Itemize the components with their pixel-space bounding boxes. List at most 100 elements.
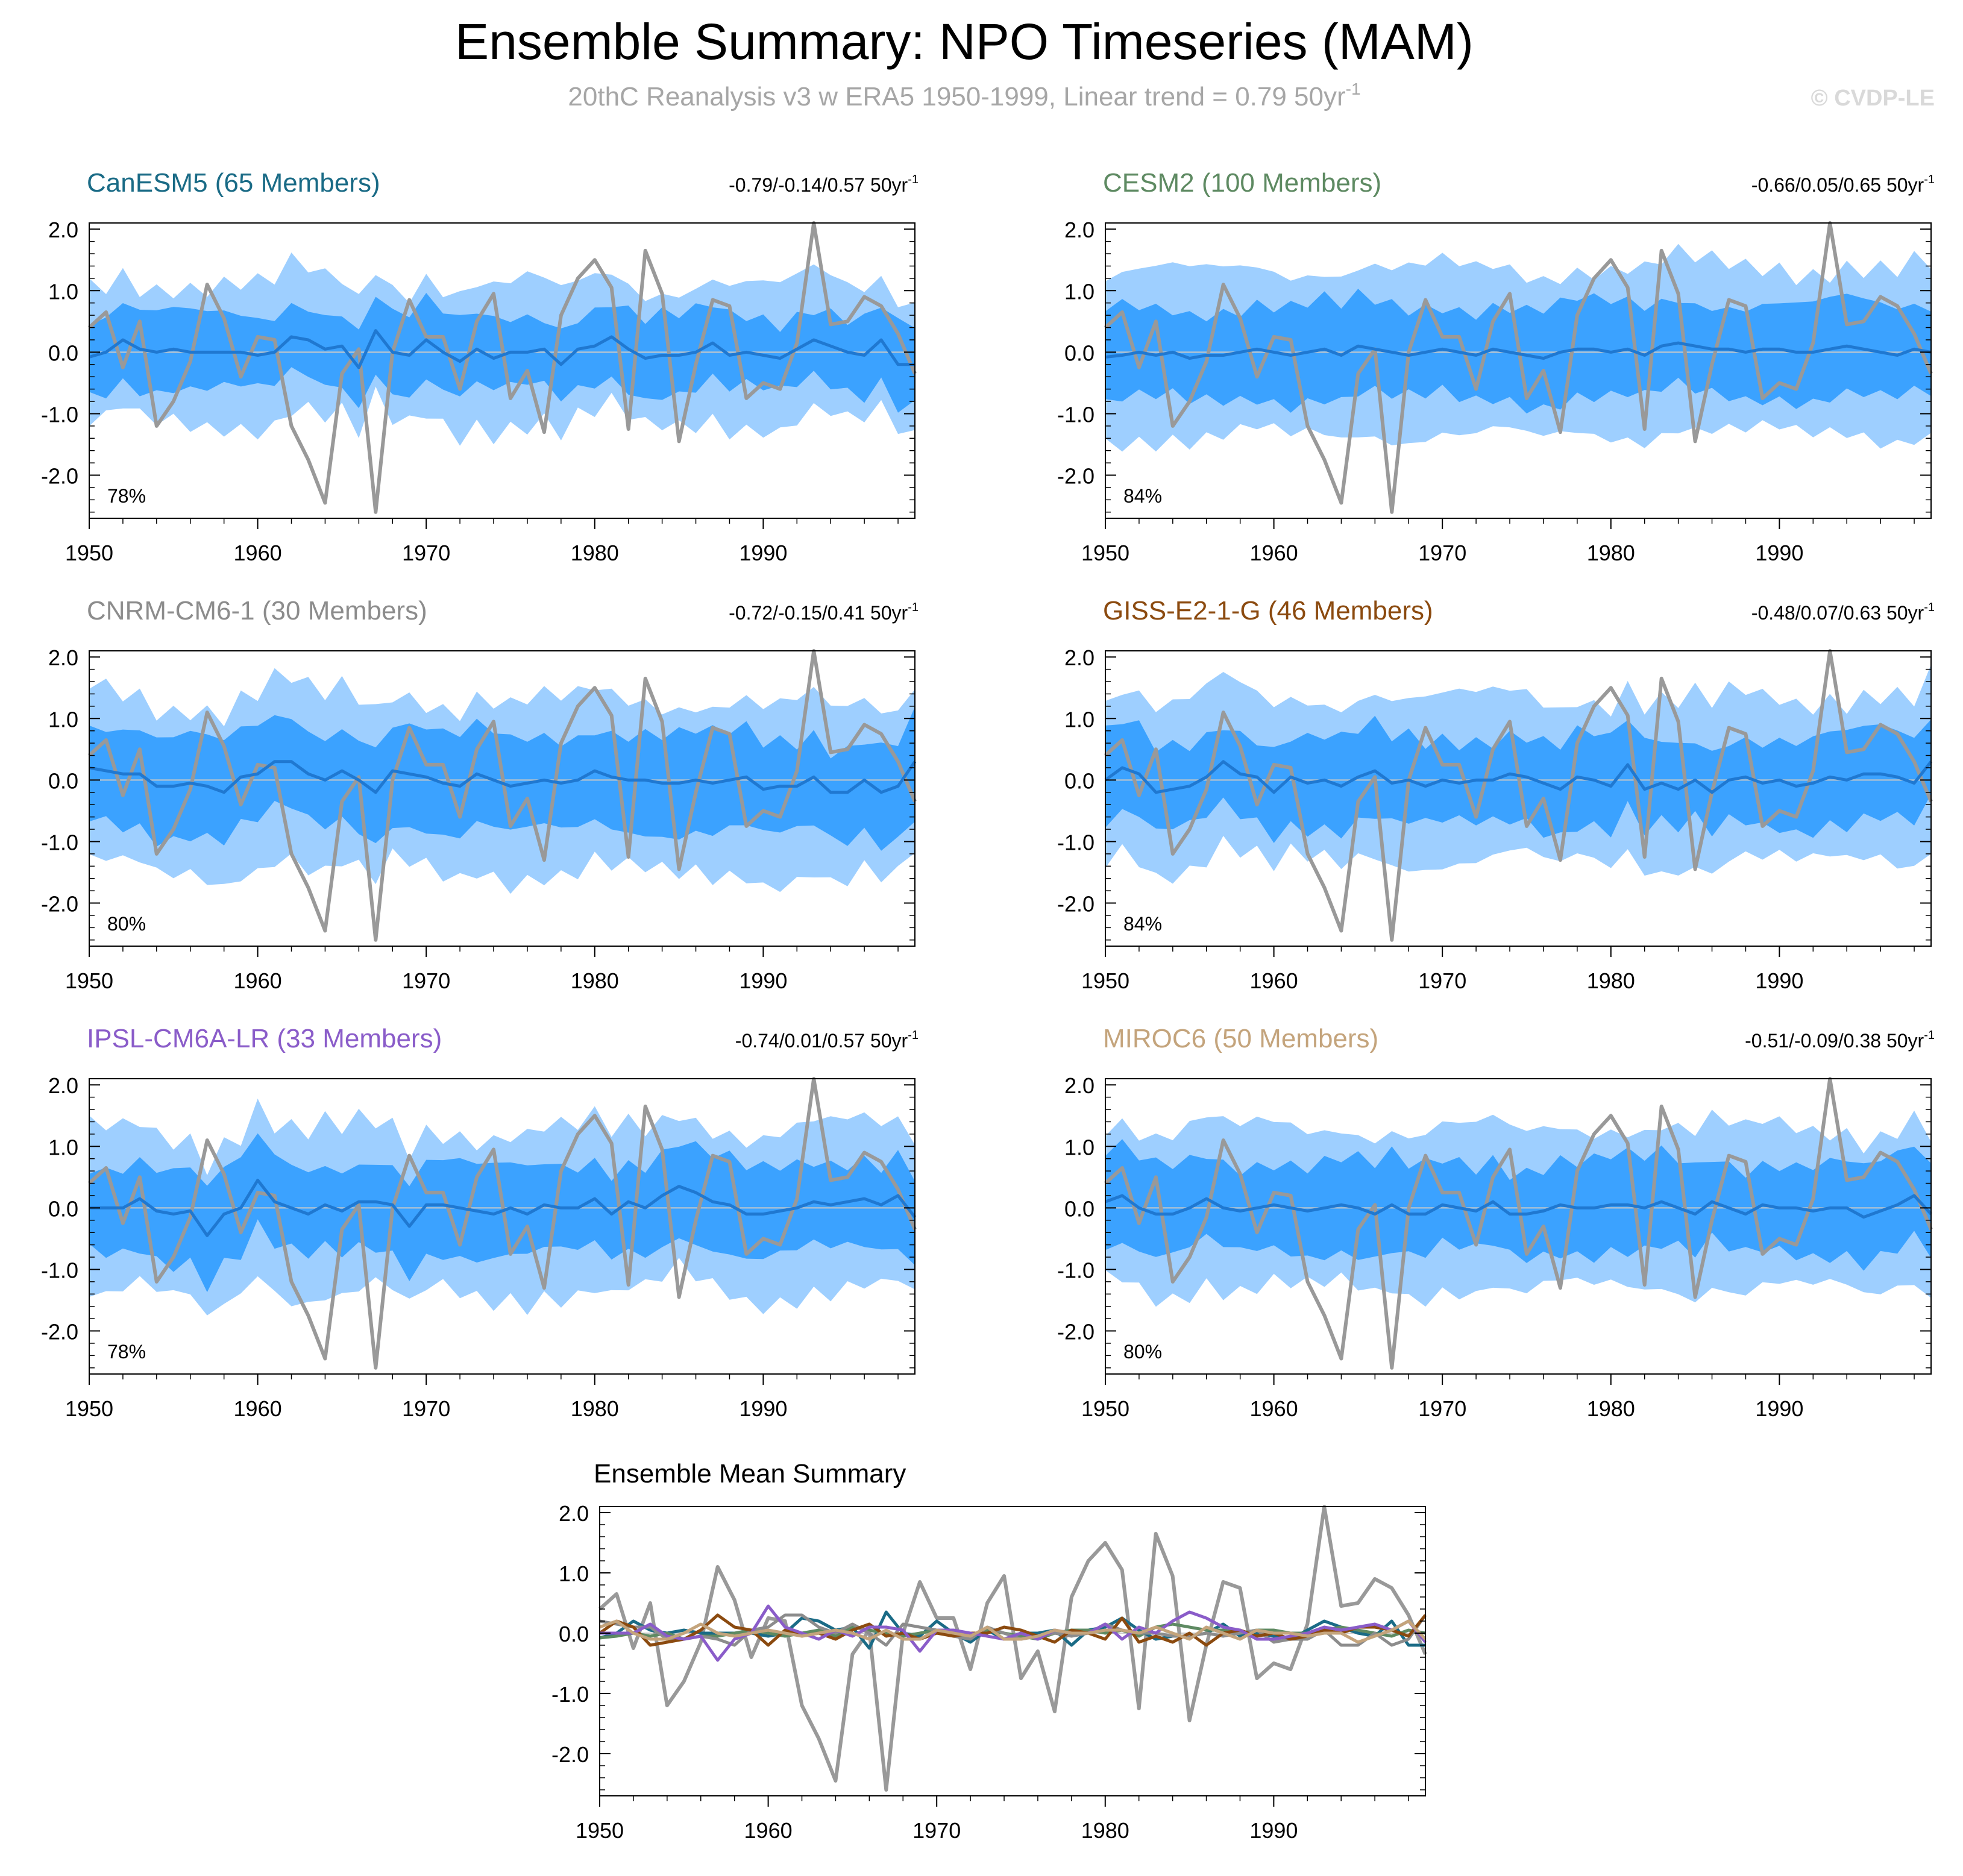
y-tick-label: 0.0 xyxy=(1064,768,1095,793)
trend-value: -0.79/-0.14/0.57 50yr xyxy=(729,174,908,196)
summary-title: Ensemble Mean Summary xyxy=(594,1459,906,1489)
x-tick-label: 1980 xyxy=(1587,968,1635,993)
observed-series-line xyxy=(87,649,917,942)
observed-series-line xyxy=(1104,1077,1933,1370)
observed-series-line xyxy=(87,1077,917,1370)
x-tick-label: 1950 xyxy=(65,968,113,993)
figure-subtitle-text: 20thC Reanalysis v3 w ERA5 1950-1999, Li… xyxy=(568,82,1345,111)
trend-value: -0.72/-0.15/0.41 50yr xyxy=(729,602,908,624)
ensemble-mean-line xyxy=(1104,760,1932,794)
y-tick-label: -2.0 xyxy=(41,892,78,917)
x-tick-label: 1990 xyxy=(1755,968,1803,993)
plot-frame xyxy=(599,1506,1426,1796)
x-tick-label: 1950 xyxy=(1081,968,1129,993)
y-tick-label: -2.0 xyxy=(1057,1320,1095,1344)
trend-exponent: -1 xyxy=(908,173,919,186)
y-tick-label: 2.0 xyxy=(48,218,78,242)
trend-label: -0.51/-0.09/0.38 50yr-1 xyxy=(1745,1029,1935,1052)
x-tick-label: 1970 xyxy=(912,1818,961,1843)
observed-series-line xyxy=(1104,649,1933,942)
panel-0: 2.0 1.0 0.0 -1.0 -2.0 1950 1960 1970 1980 1990 Can… xyxy=(41,168,919,565)
model-mean-line xyxy=(599,1619,1427,1644)
y-tick-label: -1.0 xyxy=(1057,402,1095,427)
panel-ensemble-mean-summary: 2.0 1.0 0.0 -1.0 -2.0 1950 1960 1970 1980 1990 Ens… xyxy=(551,1459,1427,1843)
y-tick-label: -1.0 xyxy=(41,402,78,427)
y-tick-label: -2.0 xyxy=(41,464,78,489)
x-tick-label: 1970 xyxy=(1418,1396,1466,1421)
x-tick-label: 1960 xyxy=(1250,541,1298,565)
x-tick-label: 1960 xyxy=(744,1818,793,1843)
x-tick-label: 1950 xyxy=(65,541,113,565)
x-tick-label: 1980 xyxy=(571,968,619,993)
y-tick-label: 1.0 xyxy=(559,1561,589,1586)
x-tick-label: 1980 xyxy=(571,1396,619,1421)
y-tick-label: 2.0 xyxy=(559,1501,589,1526)
plot-frame xyxy=(1105,1078,1932,1375)
x-tick-label: 1980 xyxy=(1081,1818,1129,1843)
plot-frame xyxy=(89,1078,916,1375)
y-tick-label: 0.0 xyxy=(559,1622,589,1646)
trend-exponent: -1 xyxy=(908,1029,919,1042)
plot-frame xyxy=(1105,222,1932,519)
y-tick-label: 1.0 xyxy=(48,707,78,732)
x-tick-label: 1990 xyxy=(739,968,787,993)
trend-value: -0.48/0.07/0.63 50yr xyxy=(1751,602,1924,624)
y-tick-label: -1.0 xyxy=(551,1682,589,1707)
observed-series-line xyxy=(598,1505,1427,1792)
figure-subtitle: 20thC Reanalysis v3 w ERA5 1950-1999, Li… xyxy=(568,80,1360,111)
x-tick-label: 1990 xyxy=(1249,1818,1298,1843)
panel-1: 2.0 1.0 0.0 -1.0 -2.0 1950 1960 1970 1980 1990 CES… xyxy=(1057,168,1935,565)
x-tick-label: 1980 xyxy=(1587,1396,1635,1421)
x-tick-label: 1990 xyxy=(739,541,787,565)
figure-subtitle-exponent: -1 xyxy=(1346,80,1361,98)
x-tick-label: 1950 xyxy=(1081,541,1129,565)
panel-title: CNRM-CM6-1 (30 Members) xyxy=(87,596,427,626)
y-tick-label: 1.0 xyxy=(1064,1135,1095,1159)
panel-title: MIROC6 (50 Members) xyxy=(1103,1024,1378,1053)
trend-label: -0.72/-0.15/0.41 50yr-1 xyxy=(729,601,919,624)
x-tick-label: 1990 xyxy=(739,1396,787,1421)
y-tick-label: -1.0 xyxy=(1057,1258,1095,1282)
x-tick-label: 1970 xyxy=(402,968,450,993)
trend-exponent: -1 xyxy=(1924,601,1935,614)
trend-exponent: -1 xyxy=(908,601,919,614)
trend-label: -0.66/0.05/0.65 50yr-1 xyxy=(1751,173,1935,196)
trend-value: -0.51/-0.09/0.38 50yr xyxy=(1745,1030,1924,1052)
panel-2: 2.0 1.0 0.0 -1.0 -2.0 1950 1960 1970 1980 1990 CNR… xyxy=(41,596,919,993)
x-tick-label: 1950 xyxy=(65,1396,113,1421)
x-tick-label: 1960 xyxy=(234,541,282,565)
y-tick-label: 0.0 xyxy=(1064,340,1095,365)
y-tick-label: 1.0 xyxy=(1064,707,1095,732)
plot-frame xyxy=(89,222,916,519)
model-mean-line xyxy=(600,1604,1427,1662)
ensemble-mean-line xyxy=(1105,341,1932,360)
y-tick-label: -2.0 xyxy=(1057,464,1095,489)
y-tick-label: 1.0 xyxy=(48,279,78,304)
x-tick-label: 1970 xyxy=(1418,541,1466,565)
trend-value: -0.66/0.05/0.65 50yr xyxy=(1751,174,1924,196)
ensemble-mean-line xyxy=(89,329,915,369)
credit-label: © CVDP-LE xyxy=(1811,86,1935,111)
percent-label: 78% xyxy=(107,1341,146,1363)
y-tick-label: 0.0 xyxy=(48,340,78,365)
y-tick-label: -1.0 xyxy=(1057,830,1095,855)
y-tick-label: -1.0 xyxy=(41,1258,78,1282)
trend-label: -0.79/-0.14/0.57 50yr-1 xyxy=(729,173,919,196)
ensemble-mean-line xyxy=(1105,1194,1932,1219)
observed-series-line xyxy=(87,221,917,514)
panel-title: GISS-E2-1-G (46 Members) xyxy=(1103,596,1433,626)
y-tick-label: 0.0 xyxy=(48,1196,78,1221)
x-tick-label: 1980 xyxy=(1587,541,1635,565)
panel-title: CESM2 (100 Members) xyxy=(1103,168,1381,198)
panel-5: 2.0 1.0 0.0 -1.0 -2.0 1950 1960 1970 1980 1990 MIR… xyxy=(1057,1024,1935,1421)
ensemble-mean-line xyxy=(89,760,917,794)
x-tick-label: 1970 xyxy=(402,1396,450,1421)
percent-label: 80% xyxy=(1123,1341,1162,1363)
y-tick-label: -1.0 xyxy=(41,830,78,855)
trend-label: -0.74/0.01/0.57 50yr-1 xyxy=(735,1029,919,1052)
y-tick-label: -2.0 xyxy=(1057,892,1095,917)
trend-exponent: -1 xyxy=(1924,173,1935,186)
y-tick-label: 1.0 xyxy=(48,1135,78,1159)
panel-4: 2.0 1.0 0.0 -1.0 -2.0 1950 1960 1970 1980 1990 IPS… xyxy=(41,1024,919,1421)
x-tick-label: 1990 xyxy=(1755,541,1803,565)
